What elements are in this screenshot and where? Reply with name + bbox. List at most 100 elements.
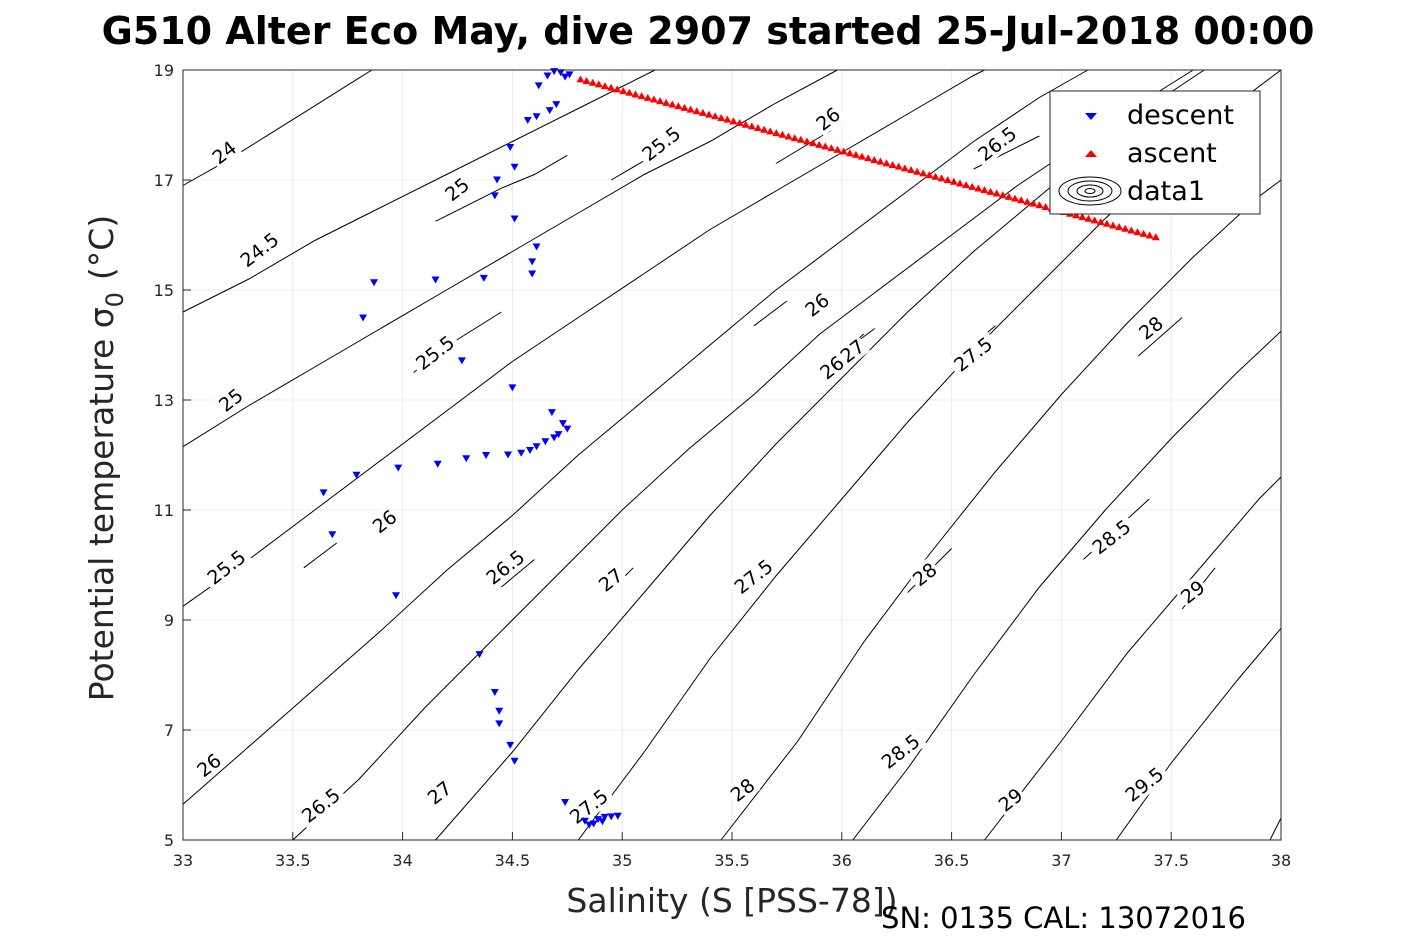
descent-point [506, 144, 515, 151]
ascent-point [643, 93, 652, 101]
contour-line [303, 542, 338, 569]
legend-ascent-marker [1085, 150, 1097, 157]
ascent-point [858, 152, 867, 160]
contour-label-background [592, 562, 629, 597]
ascent-point [906, 166, 915, 174]
ascent-point [882, 159, 891, 167]
x-tick-label: 37.5 [1153, 851, 1189, 870]
ascent-point [1011, 194, 1020, 202]
ascent-point [1145, 231, 1154, 239]
ascent-point [864, 154, 873, 162]
descent-point [510, 757, 519, 765]
contour-label-background [206, 135, 242, 170]
legend-data1-label: data1 [1127, 176, 1205, 207]
legend-data1-contour-icon [1058, 176, 1122, 206]
descent-point [594, 816, 603, 824]
tick-layer: 33 33.5 34 34.5 35 35.5 36 36.5 37 37.5 38 5 7 9 11 13 1… [154, 61, 1292, 870]
ascent-point [802, 137, 811, 145]
ascent-point [729, 117, 738, 125]
ascent-point [576, 75, 585, 83]
ascent-point [937, 174, 946, 182]
y-axis-label-group: Potential temperature σ0 (°C) [82, 215, 129, 701]
ascent-point [692, 107, 701, 115]
descent-point [589, 820, 598, 828]
descent-point [563, 425, 572, 433]
ascent-point [1041, 202, 1050, 210]
descent-point [495, 707, 504, 715]
descent-point [550, 434, 559, 442]
contour-label-background [634, 119, 688, 168]
y-axis-label-main: Potential temperature σ [82, 307, 121, 701]
descent-point [394, 464, 403, 472]
ascent-point [1084, 214, 1093, 222]
ascent-point [955, 179, 964, 187]
contour-label-background [366, 504, 403, 539]
descent-point [490, 689, 499, 697]
ascent-point [600, 82, 609, 90]
y-tick-label: 17 [154, 171, 174, 190]
ascent-point [637, 92, 646, 100]
descent-point [561, 799, 570, 807]
ascent-point [619, 87, 628, 95]
ascent-point [1023, 197, 1032, 205]
contour-label-background [439, 171, 475, 207]
contour-label-background [1084, 512, 1138, 561]
descent-point [528, 258, 537, 266]
ascent-point [674, 102, 683, 110]
ascent-point [809, 139, 818, 147]
x-tick-label: 37 [1051, 851, 1071, 870]
ascent-point [760, 125, 769, 133]
y-axis-label-unit: (°C) [82, 215, 121, 280]
contour-line [1137, 317, 1183, 357]
ascent-point [784, 132, 793, 140]
ascent-point [913, 167, 922, 175]
ascent-point [925, 171, 934, 179]
ascent-point [1029, 199, 1038, 207]
ascent-point [766, 127, 775, 135]
contour-label-background [294, 781, 348, 830]
ascent-point [1072, 211, 1081, 219]
descent-point [613, 812, 622, 820]
legend-box [1049, 90, 1261, 215]
ascent-point [717, 113, 726, 121]
ascent-point [919, 169, 928, 177]
descent-point [552, 101, 561, 109]
ascent-point [998, 191, 1007, 199]
x-tick-label: 36 [832, 851, 852, 870]
descent-point [504, 451, 513, 459]
contour-line [435, 154, 568, 222]
legend-descent-label: descent [1127, 100, 1234, 131]
descent-point [565, 71, 574, 79]
ascent-point [625, 88, 634, 96]
contour-label-background [421, 775, 458, 810]
ascent-point [821, 142, 830, 150]
ascent-point [1151, 233, 1160, 241]
ascent-point [833, 145, 842, 153]
x-tick-label: 35 [612, 851, 632, 870]
ascent-point [827, 144, 836, 152]
ascent-point [1115, 223, 1124, 231]
descent-point [352, 471, 361, 479]
chart-title: G510 Alter Eco May, dive 2907 started 25… [102, 9, 1315, 53]
ascent-point [1133, 228, 1142, 236]
ascent-point [876, 157, 885, 165]
x-tick-label: 33 [173, 851, 193, 870]
y-tick-label: 7 [164, 721, 174, 740]
contour-label-background [799, 287, 835, 322]
descent-point [457, 357, 466, 365]
ascent-point [772, 129, 781, 137]
ascent-point [705, 110, 714, 118]
contour-label-background [190, 747, 227, 783]
x-tick-label: 34.5 [495, 851, 531, 870]
y-tick-label: 5 [164, 831, 174, 850]
contour-line [501, 559, 535, 588]
descent-point [510, 163, 519, 171]
ascent-point [1035, 201, 1044, 209]
ascent-point [949, 177, 958, 185]
ascent-point [680, 103, 689, 111]
ascent-point [698, 108, 707, 116]
ascent-point [815, 140, 824, 148]
descent-point [462, 455, 471, 463]
ascent-point [962, 181, 971, 189]
